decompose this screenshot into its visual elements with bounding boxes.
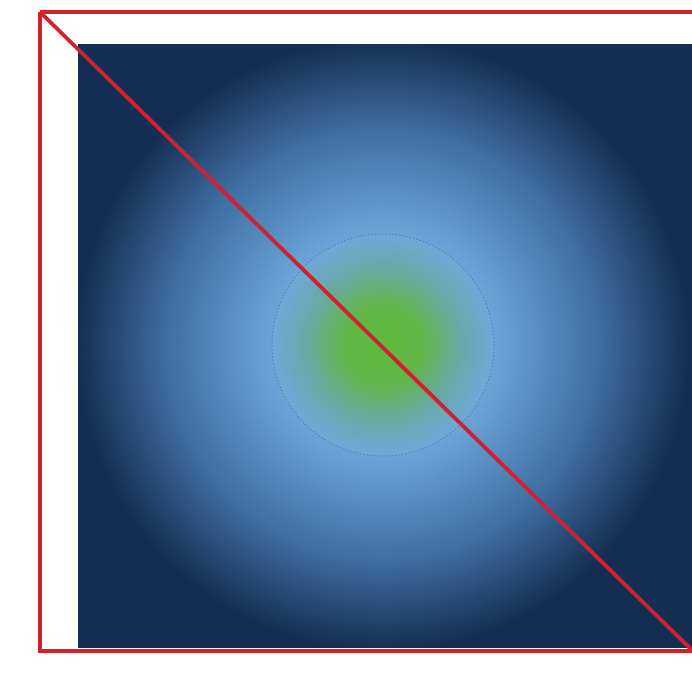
diagonal	[38, 10, 692, 653]
frame	[38, 10, 692, 653]
